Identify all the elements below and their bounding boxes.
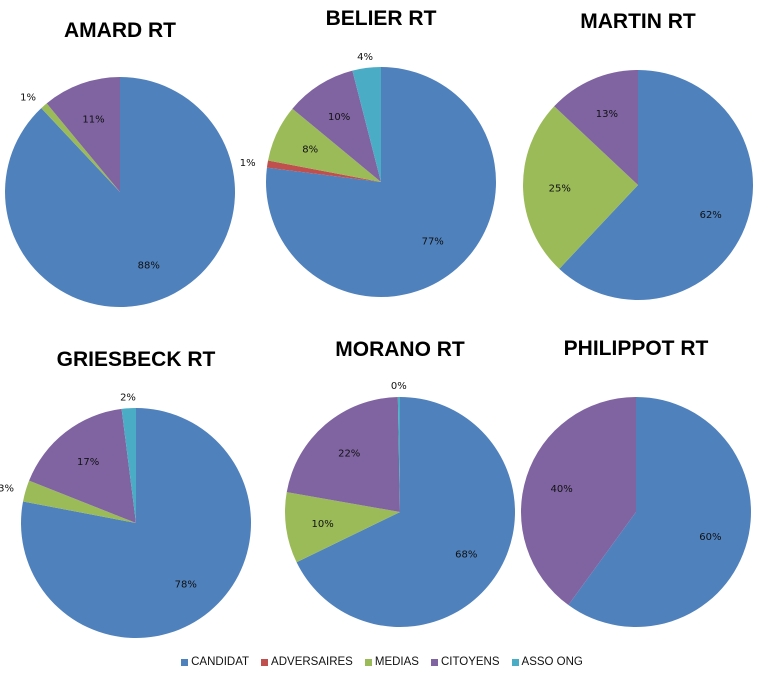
pie-slice-citoyens <box>520 397 636 606</box>
pie-chart-belier-rt: BELIER RT 77% 1% 8% 10% 4% <box>240 7 497 297</box>
legend-item-citoyens: CITOYENS <box>430 656 500 668</box>
slice-label-medias: 3% <box>0 484 14 495</box>
chart-title: MARTIN RT <box>580 10 696 33</box>
pie-slice-candidat <box>559 70 754 301</box>
pie-slice-medias <box>284 492 400 563</box>
legend-label: ASSO ONG <box>521 656 583 668</box>
slice-label-asso-ong: 4% <box>357 52 373 63</box>
slice-label-candidat: 77% <box>422 237 444 248</box>
slice-label-candidat: 68% <box>455 550 477 561</box>
pie-slice-citoyens <box>29 408 136 523</box>
slice-label-citoyens: 13% <box>596 109 618 120</box>
slice-label-citoyens: 11% <box>82 114 104 125</box>
slice-label-candidat: 60% <box>699 532 721 543</box>
legend-label: ADVERSAIRES <box>271 656 353 668</box>
pie-slice-candidat <box>5 77 236 307</box>
pie-slice-medias <box>268 108 381 182</box>
pie-slice-asso-ong <box>121 408 136 523</box>
pie-chart-amard-rt: AMARD RT 88% 1% 11% <box>5 19 236 307</box>
pie-chart-martin-rt: MARTIN RT 62% 25% 13% <box>523 10 754 301</box>
slice-label-asso-ong: 0% <box>391 381 407 392</box>
chart-title: GRIESBECK RT <box>57 348 216 371</box>
legend-label: MEDIAS <box>374 656 419 668</box>
legend-swatch <box>261 658 269 666</box>
pie-slice-citoyens <box>554 70 638 185</box>
pie-slice-citoyens <box>292 70 381 182</box>
slice-label-candidat: 78% <box>175 579 197 590</box>
chart-title: MORANO RT <box>335 338 465 361</box>
pie-slice-asso-ong <box>397 397 400 512</box>
legend-swatch <box>364 658 372 666</box>
pie-slice-adversaires <box>266 160 381 182</box>
legend-swatch <box>511 658 519 666</box>
legend-label: CITOYENS <box>440 656 500 668</box>
legend-item-asso-ong: ASSO ONG <box>511 656 583 668</box>
pie-slice-candidat <box>296 397 516 627</box>
slice-label-medias: 25% <box>549 184 571 195</box>
pie-slice-medias <box>523 106 638 269</box>
chart-title: PHILIPPOT RT <box>564 337 709 360</box>
chart-title: BELIER RT <box>326 7 437 30</box>
legend-label: CANDIDAT <box>191 656 250 668</box>
legend-item-candidat: CANDIDAT <box>181 656 249 668</box>
slice-label-citoyens: 22% <box>338 449 360 460</box>
legend-item-medias: MEDIAS <box>364 656 419 668</box>
pie-chart-morano-rt: MORANO RT 68% 10% 22% 0% <box>284 338 516 627</box>
slice-label-adversaires: 1% <box>240 158 256 169</box>
pie-slice-medias <box>41 103 120 192</box>
legend-swatch <box>181 658 189 666</box>
legend-swatch <box>430 658 438 666</box>
slice-label-citoyens: 17% <box>77 457 99 468</box>
slice-label-candidat: 62% <box>700 210 722 221</box>
slice-label-medias: 10% <box>311 519 333 530</box>
slice-label-citoyens: 10% <box>328 112 350 123</box>
pie-chart-philippot-rt: PHILIPPOT RT 60% 40% <box>520 337 751 627</box>
pie-slice-candidat <box>266 67 497 297</box>
pie-slice-candidat <box>568 397 751 627</box>
slice-label-medias: 1% <box>20 93 36 104</box>
chart-title: AMARD RT <box>64 19 176 42</box>
slice-label-medias: 8% <box>302 145 318 156</box>
legend-item-adversaires: ADVERSAIRES <box>261 656 353 668</box>
pie-slice-medias <box>23 480 136 523</box>
pie-slice-citoyens <box>286 397 400 512</box>
pie-chart-griesbeck-rt: GRIESBECK RT 78% 3% 17% 2% <box>0 348 252 638</box>
slice-label-candidat: 88% <box>138 261 160 272</box>
slice-label-asso-ong: 2% <box>120 392 136 403</box>
legend: CANDIDAT ADVERSAIRES MEDIAS CITOYENS ASSO ON… <box>0 651 764 673</box>
slice-label-citoyens: 40% <box>550 484 572 495</box>
pie-slice-citoyens <box>46 77 121 192</box>
pie-slice-asso-ong <box>352 67 381 182</box>
pie-slice-candidat <box>21 408 252 638</box>
